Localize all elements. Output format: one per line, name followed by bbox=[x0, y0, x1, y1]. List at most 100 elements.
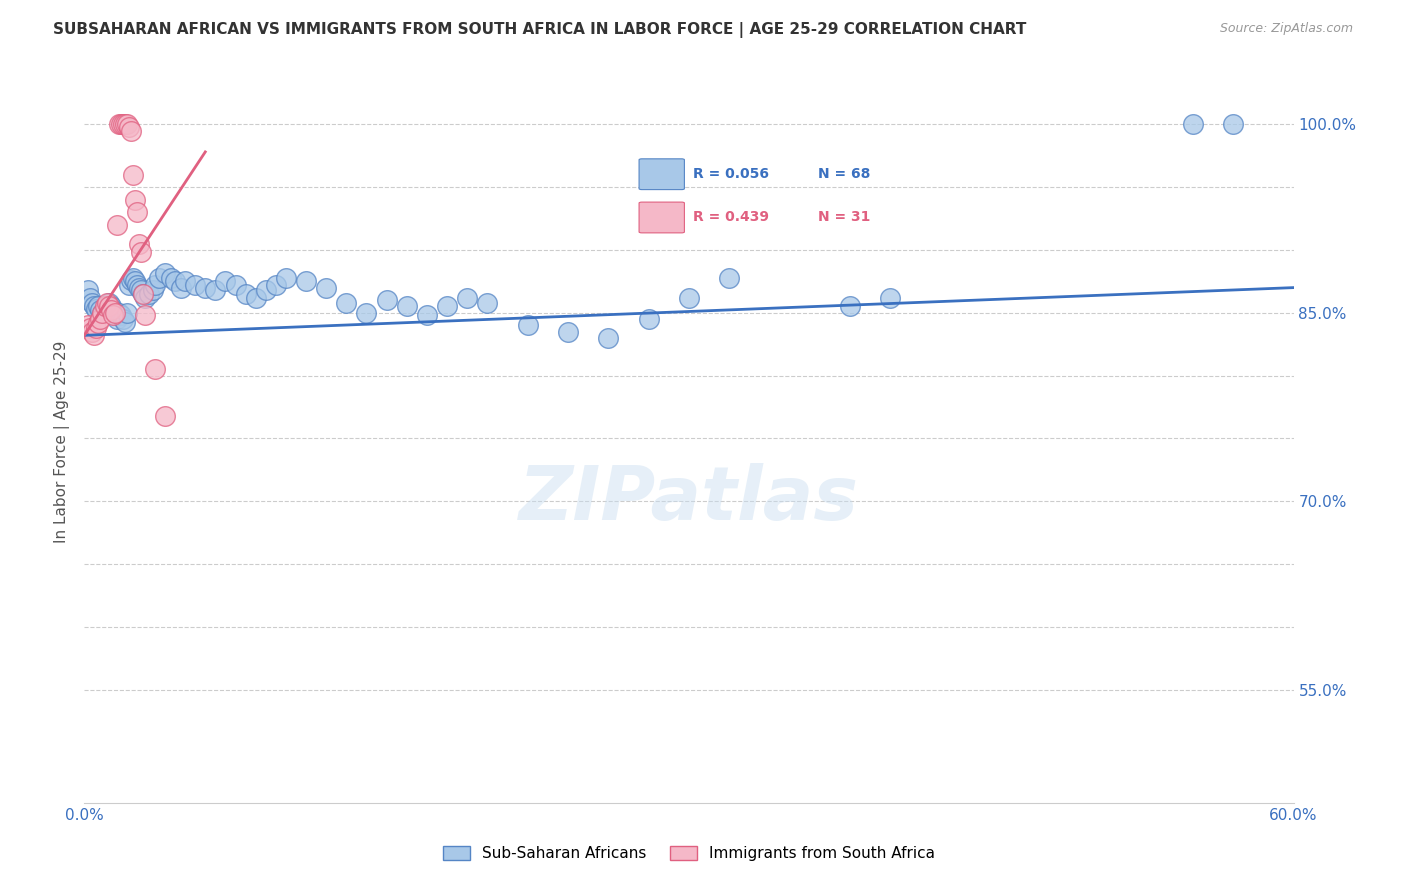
Text: ZIPatlas: ZIPatlas bbox=[519, 463, 859, 536]
Point bbox=[264, 278, 287, 293]
Point bbox=[114, 314, 136, 328]
Text: N = 31: N = 31 bbox=[817, 211, 870, 225]
Point bbox=[134, 291, 156, 305]
Point bbox=[254, 283, 277, 297]
Point bbox=[274, 270, 297, 285]
Point bbox=[204, 283, 226, 297]
Point bbox=[105, 312, 128, 326]
Point bbox=[879, 291, 901, 305]
Point bbox=[107, 117, 129, 131]
Point bbox=[194, 280, 217, 294]
Point bbox=[718, 270, 741, 285]
Point bbox=[395, 300, 418, 314]
Point bbox=[516, 318, 538, 333]
Point bbox=[456, 291, 478, 305]
Y-axis label: In Labor Force | Age 25-29: In Labor Force | Age 25-29 bbox=[55, 341, 70, 542]
Point bbox=[174, 274, 197, 288]
Point bbox=[79, 291, 101, 305]
Point bbox=[416, 308, 439, 322]
Point bbox=[91, 306, 114, 320]
Point bbox=[245, 291, 267, 305]
Point bbox=[107, 306, 129, 320]
Point bbox=[100, 300, 122, 314]
Point bbox=[121, 270, 143, 285]
Point bbox=[598, 331, 620, 345]
Text: R = 0.439: R = 0.439 bbox=[693, 211, 769, 225]
Text: R = 0.056: R = 0.056 bbox=[693, 167, 769, 181]
Point bbox=[165, 274, 187, 288]
Point bbox=[477, 295, 499, 310]
Point bbox=[125, 278, 148, 293]
Point bbox=[678, 291, 700, 305]
Point bbox=[436, 300, 458, 314]
Point bbox=[89, 303, 111, 318]
Point bbox=[128, 280, 150, 294]
Point bbox=[124, 274, 146, 288]
Point bbox=[96, 295, 118, 310]
Point bbox=[143, 278, 166, 293]
Legend: Sub-Saharan Africans, Immigrants from South Africa: Sub-Saharan Africans, Immigrants from So… bbox=[436, 839, 942, 867]
Point bbox=[375, 293, 398, 308]
Point bbox=[1181, 117, 1204, 131]
Point bbox=[132, 286, 155, 301]
Point bbox=[148, 270, 170, 285]
Point bbox=[97, 295, 120, 310]
Point bbox=[77, 283, 100, 297]
Point bbox=[170, 280, 193, 294]
Point bbox=[89, 312, 111, 326]
Text: N = 68: N = 68 bbox=[817, 167, 870, 181]
Point bbox=[86, 321, 108, 335]
FancyBboxPatch shape bbox=[640, 202, 685, 233]
Point bbox=[124, 193, 146, 207]
Point bbox=[96, 300, 118, 314]
Point bbox=[129, 245, 152, 260]
Point bbox=[114, 117, 136, 131]
Point bbox=[557, 325, 579, 339]
Point bbox=[295, 274, 318, 288]
Point bbox=[110, 117, 132, 131]
Point bbox=[121, 168, 143, 182]
Point bbox=[120, 123, 142, 137]
Point bbox=[235, 286, 257, 301]
FancyBboxPatch shape bbox=[640, 159, 685, 190]
Point bbox=[225, 278, 247, 293]
Point bbox=[101, 308, 124, 322]
Text: Source: ZipAtlas.com: Source: ZipAtlas.com bbox=[1219, 22, 1353, 36]
Point bbox=[115, 306, 138, 320]
Point bbox=[93, 300, 115, 314]
Point bbox=[100, 303, 122, 318]
Point bbox=[111, 117, 134, 131]
Point bbox=[118, 278, 141, 293]
Point bbox=[104, 308, 127, 322]
Point bbox=[87, 300, 110, 314]
Point bbox=[637, 312, 659, 326]
Text: SUBSAHARAN AFRICAN VS IMMIGRANTS FROM SOUTH AFRICA IN LABOR FORCE | AGE 25-29 CO: SUBSAHARAN AFRICAN VS IMMIGRANTS FROM SO… bbox=[53, 22, 1026, 38]
Point bbox=[79, 321, 101, 335]
Point bbox=[118, 120, 141, 134]
Point bbox=[315, 280, 337, 294]
Point bbox=[356, 306, 378, 320]
Point bbox=[160, 270, 183, 285]
Point bbox=[93, 303, 115, 318]
Point bbox=[839, 300, 862, 314]
Point bbox=[129, 283, 152, 297]
Point bbox=[138, 286, 160, 301]
Point bbox=[128, 236, 150, 251]
Point bbox=[142, 283, 165, 297]
Point bbox=[153, 266, 176, 280]
Point bbox=[184, 278, 207, 293]
Point bbox=[1222, 117, 1244, 131]
Point bbox=[153, 409, 176, 423]
Point bbox=[104, 306, 127, 320]
Point bbox=[335, 295, 357, 310]
Point bbox=[97, 300, 120, 314]
Point bbox=[120, 273, 142, 287]
Point bbox=[110, 308, 132, 322]
Point bbox=[214, 274, 236, 288]
Point bbox=[91, 306, 114, 320]
Point bbox=[82, 295, 104, 310]
Point bbox=[134, 308, 156, 322]
Point bbox=[77, 318, 100, 333]
Point bbox=[83, 328, 105, 343]
Point bbox=[111, 312, 134, 326]
